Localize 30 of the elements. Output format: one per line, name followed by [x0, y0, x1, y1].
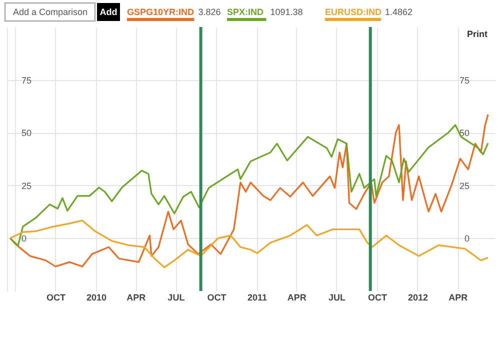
text: EURUSD:IND [325, 7, 382, 17]
x-tick-label: 2012 [408, 292, 428, 302]
x-tick-label: APR [126, 292, 146, 302]
text: GSPG10YR:IND [127, 7, 195, 17]
y-tick-label: 75 [22, 75, 32, 86]
y-tick-label: 0 [22, 234, 27, 244]
y-tick-label: 25 [22, 180, 32, 191]
x-tick-label: JUL [168, 292, 186, 302]
x-tick-label: 2011 [247, 292, 267, 302]
annotation: Print [467, 29, 488, 39]
line-series [9, 220, 489, 268]
x-tick-label: OCT [368, 292, 388, 302]
y2-tick-label: 50 [459, 128, 470, 138]
text: Add [100, 7, 118, 17]
text: 1.4862 [385, 7, 413, 17]
x-tick-label: APR [448, 292, 468, 302]
text: 1091.38 [270, 7, 303, 17]
x-tick-label: APR [287, 292, 307, 302]
line-series [9, 124, 489, 246]
text: SPX:IND [227, 7, 264, 17]
x-tick-label: OCT [46, 292, 66, 302]
text: Add a Comparison [13, 7, 88, 17]
x-tick-label: 2010 [86, 292, 106, 302]
y2-tick-label: 0 [464, 234, 470, 244]
y2-tick-label: 75 [459, 75, 470, 86]
text: 3.826 [198, 7, 221, 17]
x-tick-label: JUL [328, 292, 346, 302]
x-tick-label: OCT [207, 292, 227, 302]
y2-tick-label: 25 [459, 180, 470, 191]
y-tick-label: 50 [22, 128, 32, 138]
